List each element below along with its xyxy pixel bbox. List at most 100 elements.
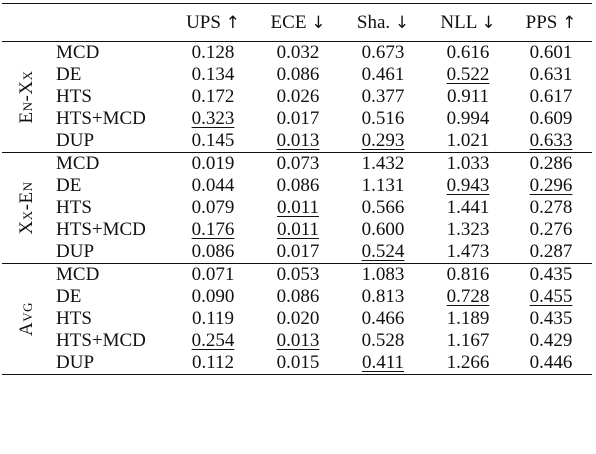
column-header-sha: Sha. ↓ <box>340 3 426 42</box>
value: 0.566 <box>361 197 405 218</box>
group-label: Avg <box>16 302 37 336</box>
method-cell: HTS+MCD <box>56 330 146 351</box>
method-cell: DE <box>56 64 82 85</box>
underlined-value: 0.013 <box>276 130 320 151</box>
column-header-pps: PPS ↑ <box>510 3 592 42</box>
value: 0.816 <box>446 264 490 285</box>
value: 0.017 <box>276 241 320 262</box>
group-label: Xx-En <box>16 181 37 235</box>
value-cell: 1.266 <box>426 352 510 375</box>
underlined-value: 0.011 <box>276 197 320 218</box>
method-header-cell <box>52 3 170 42</box>
table-row: DUP 0.145 0.013 0.293 1.021 0.633 <box>2 130 592 153</box>
value-cell: 0.086 <box>256 286 340 308</box>
value: 0.435 <box>529 264 573 285</box>
value-cell: 1.323 <box>426 219 510 241</box>
group-label-cell: En-Xx <box>2 41 52 153</box>
value: 0.516 <box>361 108 405 129</box>
table-row: HTS 0.079 0.011 0.566 1.441 0.278 <box>2 197 592 219</box>
value-cell: 0.813 <box>340 286 426 308</box>
value-cell: 0.600 <box>340 219 426 241</box>
value-cell: 1.167 <box>426 330 510 352</box>
value: 1.033 <box>446 153 490 174</box>
table-row: HTS 0.119 0.020 0.466 1.189 0.435 <box>2 308 592 330</box>
value-cell: 0.145 <box>170 130 256 153</box>
group-label-cell: Xx-En <box>2 152 52 264</box>
value: 0.609 <box>529 108 573 129</box>
value-cell: 0.128 <box>170 41 256 64</box>
value: 0.911 <box>446 86 490 107</box>
value-cell: 0.435 <box>510 308 592 330</box>
column-header-nll: NLL ↓ <box>426 3 510 42</box>
value-cell: 1.441 <box>426 197 510 219</box>
value-cell: 0.017 <box>256 108 340 130</box>
value-cell: 0.631 <box>510 64 592 86</box>
value: 0.145 <box>191 130 235 151</box>
arrow-down-icon: ↓ <box>311 12 326 33</box>
value: 0.134 <box>191 64 235 85</box>
value-cell: 0.015 <box>256 352 340 375</box>
value-cell: 0.278 <box>510 197 592 219</box>
table-row: DUP 0.086 0.017 0.524 1.473 0.287 <box>2 241 592 264</box>
value-cell: 0.455 <box>510 286 592 308</box>
method-cell: DE <box>56 286 82 307</box>
value-cell: 1.189 <box>426 308 510 330</box>
value-cell: 0.943 <box>426 175 510 197</box>
underlined-value: 0.411 <box>361 352 405 373</box>
table-row: Avg MCD 0.071 0.053 1.083 0.816 0.435 <box>2 263 592 375</box>
value: 1.473 <box>446 241 490 262</box>
value-cell: 1.131 <box>340 175 426 197</box>
value-cell: 1.432 <box>340 152 426 175</box>
table-row: HTS+MCD 0.176 0.011 0.600 1.323 0.276 <box>2 219 592 241</box>
value: 0.461 <box>361 64 405 85</box>
group-label: En-Xx <box>16 70 37 124</box>
underlined-value: 0.524 <box>361 241 405 262</box>
value: 0.601 <box>529 42 573 63</box>
value: 0.429 <box>529 330 573 351</box>
value: 0.044 <box>191 175 235 196</box>
value-cell: 0.013 <box>256 130 340 153</box>
value: 0.032 <box>276 42 320 63</box>
underlined-value: 0.728 <box>446 286 490 307</box>
value-cell: 1.021 <box>426 130 510 153</box>
method-cell: MCD <box>52 263 170 286</box>
column-header-label: UPS <box>186 11 221 33</box>
group-header-cell <box>2 3 52 42</box>
value-cell: 0.053 <box>256 263 340 286</box>
table-row: Xx-En MCD 0.019 0.073 1.432 1.033 0.286 <box>2 152 592 264</box>
value: 1.441 <box>446 197 490 218</box>
value-cell: 0.276 <box>510 219 592 241</box>
value: 0.071 <box>191 264 235 285</box>
table-row: DE 0.134 0.086 0.461 0.522 0.631 <box>2 64 592 86</box>
method-cell: MCD <box>52 41 170 64</box>
value-cell: 0.446 <box>510 352 592 375</box>
method-cell: MCD <box>52 152 170 175</box>
value-cell: 0.172 <box>170 86 256 108</box>
value: 0.631 <box>529 64 573 85</box>
value: 0.015 <box>276 352 320 373</box>
table-row: DE 0.044 0.086 1.131 0.943 0.296 <box>2 175 592 197</box>
underlined-value: 0.176 <box>191 219 235 240</box>
value: 0.017 <box>276 108 320 129</box>
value: 0.377 <box>361 86 405 107</box>
value: 0.119 <box>191 308 235 329</box>
table-row: DUP 0.112 0.015 0.411 1.266 0.446 <box>2 352 592 375</box>
underlined-value: 0.293 <box>361 130 405 151</box>
value-cell: 0.296 <box>510 175 592 197</box>
underlined-value: 0.323 <box>191 108 235 129</box>
value-cell: 0.073 <box>256 152 340 175</box>
underlined-value: 0.455 <box>529 286 573 307</box>
column-header-label: PPS <box>525 11 558 33</box>
value-cell: 0.011 <box>256 197 340 219</box>
value-cell: 0.086 <box>256 64 340 86</box>
value: 0.112 <box>191 352 235 373</box>
underlined-value: 0.296 <box>529 175 573 196</box>
value: 1.189 <box>446 308 490 329</box>
value-cell: 0.026 <box>256 86 340 108</box>
underlined-value: 0.254 <box>191 330 235 351</box>
value-cell: 0.013 <box>256 330 340 352</box>
value-cell: 0.524 <box>340 241 426 264</box>
value-cell: 0.673 <box>340 41 426 64</box>
value-cell: 0.728 <box>426 286 510 308</box>
value-cell: 0.617 <box>510 86 592 108</box>
